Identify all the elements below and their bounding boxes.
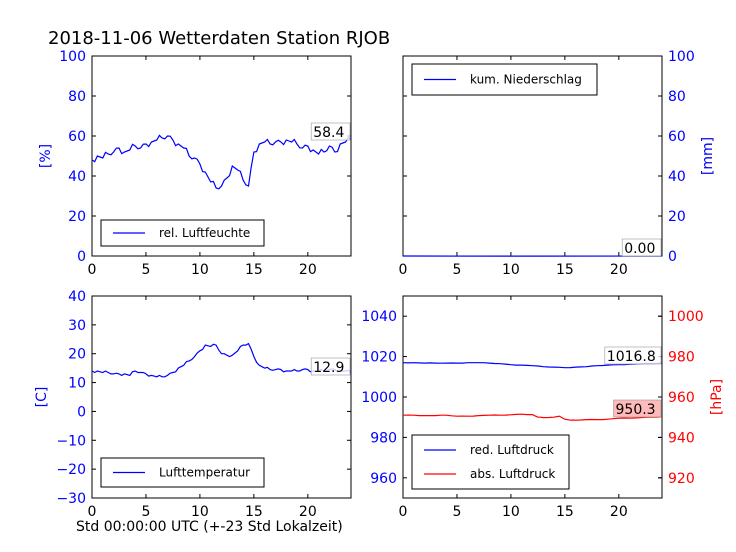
y-tick-label: 1000 bbox=[361, 390, 397, 406]
y-tick-label: −20 bbox=[56, 462, 86, 478]
legend-label: kum. Niederschlag bbox=[470, 73, 582, 87]
y-tick-label: 20 bbox=[68, 209, 86, 225]
last-value-label: 58.4 bbox=[313, 125, 344, 141]
y-tick-label: 0 bbox=[668, 249, 677, 265]
y-right-tick-label: 920 bbox=[668, 471, 695, 487]
last-value-box bbox=[310, 357, 351, 376]
y-tick-label: 1040 bbox=[361, 309, 397, 325]
y-tick-label: 40 bbox=[668, 169, 686, 185]
legend-label: rel. Luftfeuchte bbox=[159, 226, 250, 240]
y-tick-label: 80 bbox=[68, 89, 86, 105]
y-right-tick-label: 980 bbox=[668, 350, 695, 366]
chart-temperature: 0 5 10 15 20 −30 −20 −10 0 10 20 30 40 [C] Lufttempera… bbox=[34, 289, 352, 520]
y-tick-label: 20 bbox=[668, 209, 686, 225]
y-axis-label: [%] bbox=[38, 144, 54, 168]
last-value-label: 0.00 bbox=[624, 241, 655, 257]
y-tick-label: 100 bbox=[59, 49, 86, 65]
series-line-1 bbox=[91, 342, 352, 378]
series-line-1 bbox=[402, 362, 663, 369]
y-tick-label: 20 bbox=[68, 347, 86, 363]
x-tick-label: 0 bbox=[88, 504, 97, 520]
y-right-tick-label: 940 bbox=[668, 430, 695, 446]
y-tick-label: 100 bbox=[668, 49, 695, 65]
x-tick-label: 10 bbox=[502, 262, 520, 278]
x-tick-label: 0 bbox=[88, 262, 97, 278]
last-value-box bbox=[310, 122, 351, 141]
x-tick-label: 15 bbox=[556, 504, 574, 520]
y-tick-label: 60 bbox=[668, 129, 686, 145]
y-tick-label: 40 bbox=[68, 289, 86, 305]
y-axis-label: [C] bbox=[34, 387, 50, 408]
x-tick-label: 20 bbox=[610, 262, 628, 278]
chart-pressure: 0 5 10 15 20 960 980 1000 1020 1040 920 940 960 980 10… bbox=[361, 295, 725, 520]
x-tick-label: 15 bbox=[245, 504, 263, 520]
legend-label: red. Luftdruck bbox=[470, 443, 554, 457]
y-tick-label: −30 bbox=[56, 491, 86, 507]
last-value-box bbox=[604, 346, 662, 365]
y-tick-label: 0 bbox=[77, 249, 86, 265]
series-line-1 bbox=[91, 134, 352, 190]
y-axis-label: [mm] bbox=[700, 137, 716, 175]
last-value-label: 1016.8 bbox=[607, 349, 656, 365]
figure-title: 2018-11-06 Wetterdaten Station RJOB bbox=[48, 28, 390, 49]
y-tick-label: 0 bbox=[77, 404, 86, 420]
y-tick-label: 10 bbox=[68, 376, 86, 392]
y-tick-label: 80 bbox=[668, 89, 686, 105]
legend-label: Lufttemperatur bbox=[159, 466, 250, 480]
y-right-tick-label: 960 bbox=[668, 390, 695, 406]
x-tick-label: 0 bbox=[399, 504, 408, 520]
x-tick-label: 5 bbox=[141, 504, 150, 520]
y-tick-label: 1020 bbox=[361, 350, 397, 366]
series-line-2 bbox=[402, 413, 663, 421]
x-tick-label: 15 bbox=[245, 262, 263, 278]
legend-label: abs. Luftdruck bbox=[470, 467, 555, 481]
legend-box bbox=[100, 219, 265, 247]
chart-precipitation: 0 5 10 15 20 0 20 40 60 80 100 [mm] kum. Niederschla… bbox=[399, 49, 716, 278]
x-tick-label: 10 bbox=[502, 504, 520, 520]
x-tick-label: 20 bbox=[299, 262, 317, 278]
y-tick-label: −10 bbox=[56, 433, 86, 449]
x-axis-label: Std 00:00:00 UTC (+-23 Std Lokalzeit) bbox=[76, 519, 343, 535]
x-tick-label: 20 bbox=[610, 504, 628, 520]
x-tick-label: 20 bbox=[299, 504, 317, 520]
y-tick-label: 40 bbox=[68, 169, 86, 185]
x-tick-label: 10 bbox=[191, 504, 209, 520]
last-value-box bbox=[621, 238, 662, 257]
x-tick-label: 0 bbox=[399, 262, 408, 278]
x-tick-label: 15 bbox=[556, 262, 574, 278]
x-tick-label: 10 bbox=[191, 262, 209, 278]
legend-box bbox=[411, 434, 570, 490]
y-tick-label: 960 bbox=[370, 471, 397, 487]
x-tick-label: 5 bbox=[452, 262, 461, 278]
last-value-box bbox=[613, 399, 662, 418]
last-value-label: 950.3 bbox=[616, 402, 656, 418]
chart-humidity: 0 5 10 15 20 0 20 40 60 80 100 [%] rel. Luftfeuchte 5… bbox=[38, 49, 352, 278]
y-right-tick-label: 1000 bbox=[668, 309, 704, 325]
last-value-label: 12.9 bbox=[313, 360, 344, 376]
y-axis-label: [hPa] bbox=[709, 379, 725, 415]
y-tick-label: 30 bbox=[68, 318, 86, 334]
y-tick-label: 60 bbox=[68, 129, 86, 145]
x-tick-label: 5 bbox=[452, 504, 461, 520]
x-tick-label: 5 bbox=[141, 262, 150, 278]
y-tick-label: 980 bbox=[370, 430, 397, 446]
